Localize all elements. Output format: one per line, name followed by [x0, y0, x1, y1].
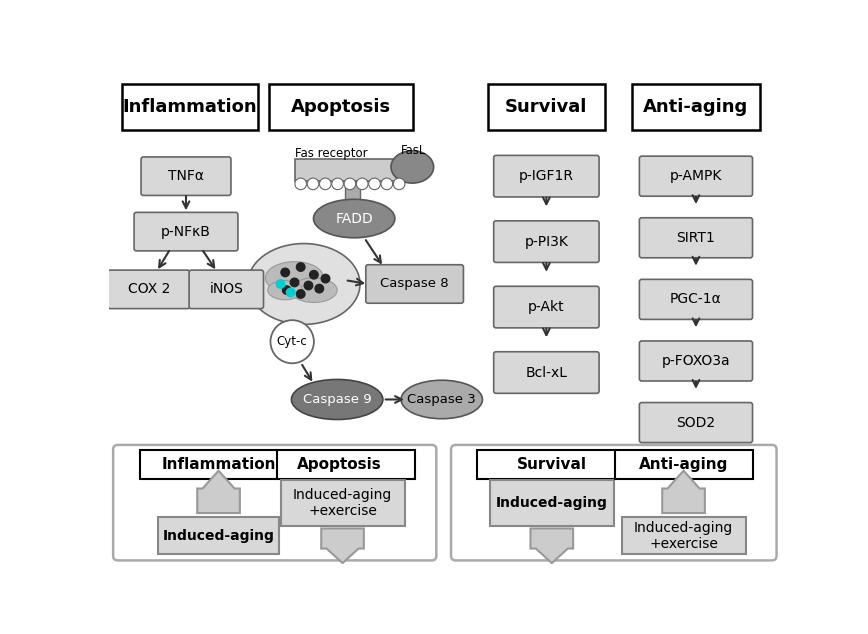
Circle shape	[357, 178, 368, 190]
Ellipse shape	[391, 151, 434, 183]
Text: Inflammation: Inflammation	[122, 98, 257, 116]
Circle shape	[297, 263, 305, 271]
Text: Induced-aging
+exercise: Induced-aging +exercise	[634, 521, 733, 551]
Ellipse shape	[266, 262, 324, 294]
Circle shape	[319, 178, 331, 190]
Circle shape	[393, 178, 405, 190]
Text: p-FOXO3a: p-FOXO3a	[661, 354, 730, 368]
FancyBboxPatch shape	[640, 156, 753, 196]
Text: p-NFκB: p-NFκB	[161, 224, 211, 238]
Text: Apoptosis: Apoptosis	[297, 456, 382, 472]
FancyBboxPatch shape	[122, 84, 258, 130]
Circle shape	[344, 178, 356, 190]
Text: Cyt-c: Cyt-c	[277, 335, 307, 348]
FancyBboxPatch shape	[494, 221, 599, 262]
Text: Induced-aging
+exercise: Induced-aging +exercise	[293, 488, 392, 518]
Circle shape	[281, 268, 289, 276]
FancyBboxPatch shape	[345, 181, 360, 202]
Circle shape	[282, 286, 291, 294]
Circle shape	[381, 178, 392, 190]
Circle shape	[315, 285, 324, 293]
Text: Anti-aging: Anti-aging	[639, 456, 728, 472]
Circle shape	[307, 178, 319, 190]
Circle shape	[321, 275, 330, 283]
Circle shape	[297, 290, 305, 298]
Text: Apoptosis: Apoptosis	[291, 98, 391, 116]
Circle shape	[295, 178, 306, 190]
Ellipse shape	[313, 199, 395, 238]
FancyBboxPatch shape	[113, 445, 437, 560]
Text: Bcl-xL: Bcl-xL	[525, 366, 568, 380]
Text: FADD: FADD	[335, 212, 373, 226]
FancyBboxPatch shape	[494, 155, 599, 197]
FancyBboxPatch shape	[488, 84, 604, 130]
Text: Anti-aging: Anti-aging	[643, 98, 748, 116]
Ellipse shape	[267, 280, 303, 300]
Text: Caspase 3: Caspase 3	[407, 393, 477, 406]
FancyBboxPatch shape	[477, 450, 753, 479]
Text: Fas receptor: Fas receptor	[295, 146, 368, 160]
Ellipse shape	[247, 243, 360, 325]
FancyBboxPatch shape	[365, 265, 464, 303]
Text: PGC-1α: PGC-1α	[670, 292, 722, 306]
Circle shape	[310, 271, 319, 279]
FancyBboxPatch shape	[494, 352, 599, 393]
Text: Inflammation: Inflammation	[161, 456, 276, 472]
FancyBboxPatch shape	[134, 212, 238, 251]
FancyBboxPatch shape	[294, 159, 407, 181]
FancyBboxPatch shape	[640, 280, 753, 320]
Text: FasL: FasL	[400, 145, 426, 157]
FancyBboxPatch shape	[451, 445, 777, 560]
Ellipse shape	[291, 278, 337, 302]
Text: iNOS: iNOS	[209, 282, 243, 296]
FancyBboxPatch shape	[140, 450, 416, 479]
Text: p-PI3K: p-PI3K	[524, 235, 569, 249]
Text: p-Akt: p-Akt	[528, 300, 565, 314]
FancyBboxPatch shape	[640, 403, 753, 443]
FancyBboxPatch shape	[141, 157, 231, 195]
FancyBboxPatch shape	[189, 270, 264, 309]
Text: Induced-aging: Induced-aging	[496, 496, 608, 510]
Text: Caspase 8: Caspase 8	[380, 278, 449, 290]
FancyBboxPatch shape	[640, 341, 753, 381]
FancyBboxPatch shape	[269, 84, 412, 130]
Polygon shape	[530, 529, 573, 563]
Ellipse shape	[401, 380, 483, 418]
Polygon shape	[662, 470, 705, 513]
Ellipse shape	[292, 380, 383, 420]
Polygon shape	[197, 470, 240, 513]
Text: Induced-aging: Induced-aging	[162, 529, 274, 543]
Text: TNFα: TNFα	[168, 169, 204, 183]
Text: SIRT1: SIRT1	[676, 231, 715, 245]
FancyBboxPatch shape	[632, 84, 760, 130]
Circle shape	[290, 278, 299, 287]
Circle shape	[369, 178, 380, 190]
FancyBboxPatch shape	[159, 517, 279, 554]
Circle shape	[271, 320, 314, 363]
Text: p-AMPK: p-AMPK	[670, 169, 722, 183]
Text: SOD2: SOD2	[676, 415, 715, 430]
Text: Survival: Survival	[516, 456, 587, 472]
FancyBboxPatch shape	[621, 517, 746, 554]
FancyBboxPatch shape	[494, 287, 599, 328]
FancyBboxPatch shape	[640, 217, 753, 258]
Text: COX 2: COX 2	[128, 282, 170, 296]
Circle shape	[276, 280, 285, 288]
Text: p-IGF1R: p-IGF1R	[519, 169, 574, 183]
FancyBboxPatch shape	[490, 479, 614, 526]
FancyBboxPatch shape	[108, 270, 190, 309]
Text: Survival: Survival	[505, 98, 588, 116]
Circle shape	[332, 178, 344, 190]
Circle shape	[286, 288, 295, 297]
Text: Caspase 9: Caspase 9	[303, 393, 372, 406]
FancyBboxPatch shape	[280, 479, 404, 526]
Circle shape	[304, 281, 312, 290]
Polygon shape	[321, 529, 364, 563]
